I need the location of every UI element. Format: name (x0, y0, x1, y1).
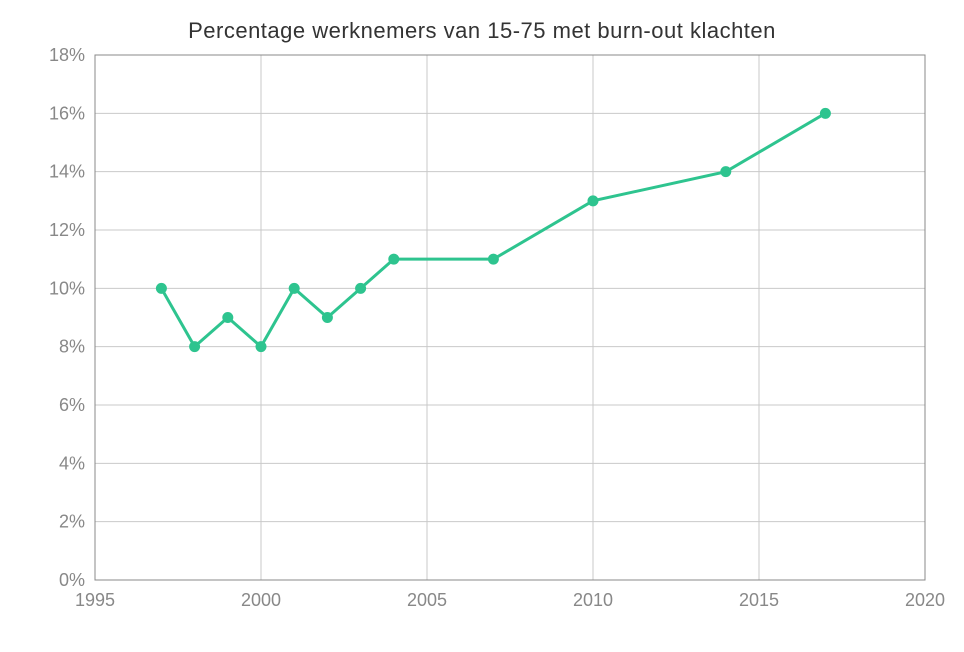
x-tick-label: 2020 (905, 590, 945, 610)
data-point (256, 342, 266, 352)
y-tick-label: 8% (59, 337, 85, 357)
y-tick-label: 16% (49, 103, 85, 123)
data-point (322, 313, 332, 323)
y-tick-label: 12% (49, 220, 85, 240)
y-tick-label: 14% (49, 162, 85, 182)
x-tick-label: 2000 (241, 590, 281, 610)
data-point (488, 254, 498, 264)
data-point (289, 283, 299, 293)
data-point (389, 254, 399, 264)
y-tick-label: 6% (59, 395, 85, 415)
y-tick-label: 0% (59, 570, 85, 590)
data-point (156, 283, 166, 293)
data-point (356, 283, 366, 293)
data-point (588, 196, 598, 206)
y-tick-label: 18% (49, 45, 85, 65)
y-tick-label: 2% (59, 512, 85, 532)
y-tick-label: 10% (49, 278, 85, 298)
x-tick-label: 2010 (573, 590, 613, 610)
x-tick-label: 2015 (739, 590, 779, 610)
x-tick-label: 1995 (75, 590, 115, 610)
data-point (820, 108, 830, 118)
y-tick-label: 4% (59, 453, 85, 473)
x-tick-label: 2005 (407, 590, 447, 610)
chart-svg: 0% 2% 4% 6% 8% 10% 12% 14% 16% 18% 1995 2000 2005 201… (0, 0, 964, 652)
chart-title: Percentage werknemers van 15-75 met burn… (0, 18, 964, 44)
line-chart: Percentage werknemers van 15-75 met burn… (0, 0, 964, 652)
data-point (190, 342, 200, 352)
data-point (223, 313, 233, 323)
data-point (721, 167, 731, 177)
